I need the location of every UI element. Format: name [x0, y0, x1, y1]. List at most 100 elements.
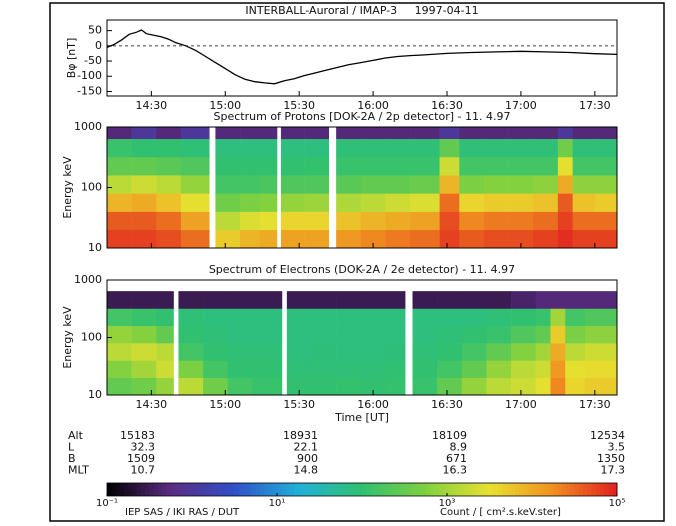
colorbar-swatch	[192, 483, 197, 496]
heatmap-cell	[107, 343, 132, 361]
heatmap-cell	[360, 377, 386, 396]
heatmap-cell	[336, 193, 362, 212]
heatmap-cell	[535, 308, 551, 327]
heatmap-cell	[156, 360, 174, 378]
heatmap-cell	[486, 360, 512, 378]
heatmap-cell	[550, 343, 566, 361]
heatmap-cell	[336, 377, 362, 396]
heatmap-cell	[180, 229, 210, 249]
heatmap-cell	[486, 291, 512, 309]
colorbar-swatch	[493, 483, 499, 496]
colorbar-swatch	[115, 483, 121, 496]
colorbar-swatch	[408, 483, 414, 496]
colorbar-swatch	[132, 483, 138, 496]
heatmap-cell	[511, 343, 536, 361]
colorbar-swatch	[481, 483, 486, 496]
heatmap-cell	[565, 308, 586, 327]
y-tick-label: 50	[88, 24, 102, 37]
colorbar-swatch	[544, 483, 550, 496]
heatmap-cell	[311, 308, 337, 327]
heatmap-cell	[508, 138, 534, 158]
heatmap-cell	[572, 127, 596, 140]
heatmap-cell	[280, 175, 305, 194]
heatmap-cell	[550, 308, 566, 327]
heatmap-cell	[461, 360, 487, 378]
heatmap-cell	[259, 229, 278, 249]
heatmap-cell	[240, 156, 261, 176]
colorbar-swatch	[587, 483, 592, 496]
y-tick-label: 0	[95, 39, 102, 52]
colorbar-swatch	[149, 483, 155, 496]
y-tick-label: 1000	[74, 120, 102, 133]
heatmap-cell	[437, 291, 463, 309]
heatmap-cell	[360, 175, 386, 194]
colorbar-swatch	[158, 483, 163, 496]
heatmap-cell	[557, 229, 573, 249]
heatmap-cell	[410, 138, 440, 158]
y-tick-label: -100	[77, 69, 102, 82]
colorbar-swatch	[170, 483, 176, 496]
heatmap-cell	[178, 325, 204, 344]
colorbar-swatch	[175, 483, 180, 496]
heatmap-cell	[511, 291, 536, 309]
x-tick-label: 16:30	[431, 398, 463, 411]
colorbar-swatch	[447, 483, 452, 496]
colorbar-swatch	[353, 483, 359, 496]
table-row-label: Alt	[68, 429, 84, 442]
heatmap-cell	[360, 229, 386, 249]
heatmap-cell	[410, 229, 440, 249]
y-axis-label: Bφ [nT]	[65, 38, 78, 79]
heatmap-cell	[565, 291, 586, 309]
heatmap-cell	[131, 156, 157, 176]
heatmap-cell	[508, 156, 534, 176]
heatmap-cell	[437, 343, 463, 361]
heatmap-cell	[385, 377, 406, 396]
heatmap-cell	[259, 193, 278, 212]
heatmap-cell	[439, 175, 460, 194]
heatmap-cell	[131, 291, 157, 309]
y-tick-label: 10	[88, 388, 102, 401]
heatmap-cell	[107, 193, 132, 212]
heatmap-cell	[178, 308, 204, 327]
heatmap-cell	[311, 343, 337, 361]
colorbar-swatch	[536, 483, 541, 496]
colorbar-swatch	[561, 483, 567, 496]
heatmap-cell	[461, 308, 487, 327]
table-cell: 1509	[127, 452, 155, 465]
colorbar-swatch	[425, 483, 431, 496]
panel-frame	[106, 19, 618, 97]
heatmap-cell	[459, 127, 485, 140]
x-axis-label: Time [UT]	[334, 411, 389, 424]
figure-title: INTERBALL-Auroral / IMAP-3 1997-04-11	[245, 4, 478, 17]
heatmap-cell	[131, 229, 157, 249]
heatmap-cell	[156, 138, 182, 158]
x-tick-label: 15:30	[283, 99, 315, 112]
heatmap-cell	[461, 325, 487, 344]
colorbar-swatch	[374, 483, 380, 496]
heatmap-cell	[227, 343, 253, 361]
colorbar-swatch	[285, 483, 291, 496]
x-tick-label: 17:30	[579, 99, 611, 112]
heatmap-cell	[508, 211, 534, 231]
heatmap-cell	[107, 156, 132, 176]
heatmap-cell	[227, 325, 253, 344]
colorbar-swatch	[230, 483, 235, 496]
heatmap-cell	[304, 175, 330, 194]
colorbar-swatch	[340, 483, 346, 496]
colorbar-swatch	[574, 483, 580, 496]
heatmap-cell	[385, 325, 406, 344]
heatmap-cell	[594, 229, 618, 249]
colorbar-swatch	[417, 483, 422, 496]
colorbar-swatch	[519, 483, 524, 496]
colorbar-swatch	[532, 483, 537, 496]
heatmap-cell	[557, 127, 573, 140]
heatmap-cell	[280, 156, 305, 176]
heatmap-cell	[535, 291, 551, 309]
heatmap-cell	[240, 229, 261, 249]
heatmap-cell	[459, 138, 485, 158]
table-cell: 900	[297, 452, 318, 465]
colorbar-swatch	[515, 483, 520, 496]
colorbar-swatch	[438, 483, 444, 496]
heatmap-cell	[511, 377, 536, 396]
colorbar-swatch	[583, 483, 588, 496]
